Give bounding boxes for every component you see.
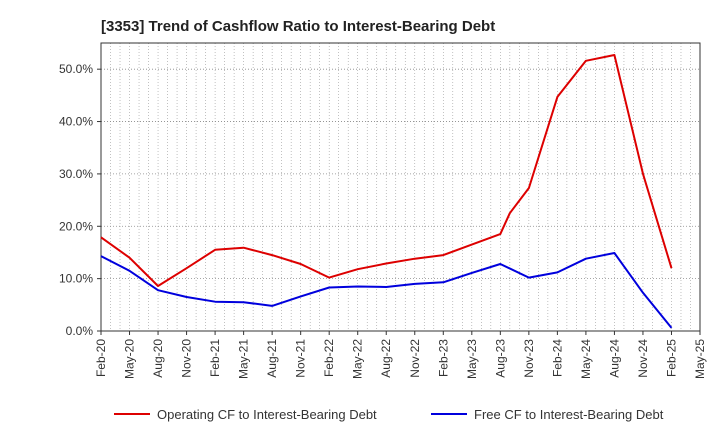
x-tick-label: Feb-20 [94, 339, 108, 377]
x-tick-label: Feb-21 [208, 339, 222, 377]
chart-title: [3353] Trend of Cashflow Ratio to Intere… [101, 18, 495, 35]
x-tick-label: May-24 [579, 339, 593, 379]
y-tick-label: 40.0% [59, 115, 93, 129]
x-tick-label: May-21 [237, 339, 251, 379]
y-tick-label: 10.0% [59, 272, 93, 286]
x-tick-label: Aug-20 [151, 339, 165, 378]
plot-frame [100, 42, 701, 332]
x-tick-label: Feb-24 [550, 339, 564, 377]
y-tick-label: 50.0% [59, 62, 93, 76]
y-tick-label: 0.0% [66, 324, 94, 338]
x-tick-label: Aug-21 [265, 339, 279, 378]
series-line-0 [100, 54, 673, 287]
y-axis: 0.0% 10.0% 20.0% 30.0% 40.0% 50.0% [59, 62, 101, 338]
x-tick-label: Nov-21 [294, 339, 308, 378]
x-tick-label: Feb-25 [664, 339, 678, 377]
x-tick-label: May-22 [351, 339, 365, 379]
x-tick-label: Aug-22 [379, 339, 393, 378]
x-tick-label: Feb-22 [322, 339, 336, 377]
x-tick-label: May-20 [123, 339, 137, 379]
x-tick-label: Aug-24 [607, 339, 621, 378]
y-tick-label: 30.0% [59, 167, 93, 181]
x-tick-label: May-25 [693, 339, 707, 379]
legend: Operating CF to Interest-Bearing Debt Fre… [114, 407, 664, 422]
series-line-1 [100, 252, 673, 329]
x-tick-label: Nov-24 [636, 339, 650, 378]
x-tick-label: Nov-20 [180, 339, 194, 378]
legend-label-1: Free CF to Interest-Bearing Debt [474, 407, 664, 422]
x-tick-label: Feb-23 [436, 339, 450, 377]
x-tick-label: Nov-22 [408, 339, 422, 378]
x-tick-label: May-23 [465, 339, 479, 379]
y-tick-label: 20.0% [59, 219, 93, 233]
grid [100, 42, 701, 332]
series-lines [100, 54, 673, 329]
legend-label-0: Operating CF to Interest-Bearing Debt [157, 407, 377, 422]
x-axis: Feb-20 May-20 Aug-20 Nov-20 Feb-21 May-21 Aug-… [94, 331, 707, 379]
x-tick-label: Aug-23 [493, 339, 507, 378]
x-tick-label: Nov-23 [522, 339, 536, 378]
